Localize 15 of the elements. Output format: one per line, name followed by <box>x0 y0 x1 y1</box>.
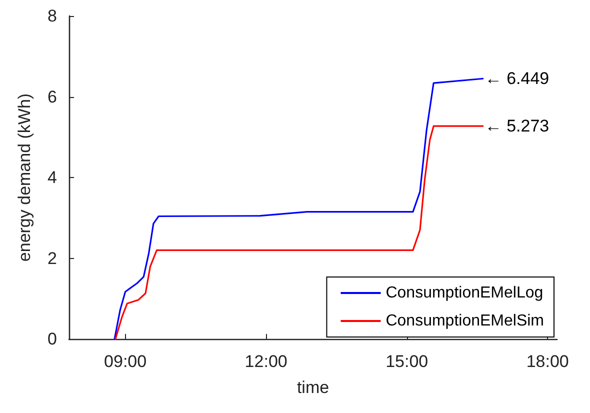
x-tick-label: 15:00 <box>386 352 428 371</box>
legend-label: ConsumptionEMelLog <box>386 284 544 302</box>
y-tick-label: 0 <box>48 330 57 348</box>
y-tick-label: 6 <box>48 87 57 106</box>
annotation: ← 6.449 <box>484 69 550 88</box>
x-tick-label: 12:00 <box>244 352 288 371</box>
y-tick-label: 4 <box>48 168 57 187</box>
y-tick-label: 2 <box>48 248 57 268</box>
y-axis-title: energy demand (kWh) <box>15 93 34 262</box>
x-tick-label: 18:00 <box>526 352 569 371</box>
x-axis-title: time <box>296 378 330 397</box>
y-tick-label: 8 <box>48 6 57 26</box>
x-tick-label: 09:00 <box>104 352 147 371</box>
legend-label: ConsumptionEMelSim <box>386 312 544 330</box>
annotation: ← 5.273 <box>484 116 550 136</box>
